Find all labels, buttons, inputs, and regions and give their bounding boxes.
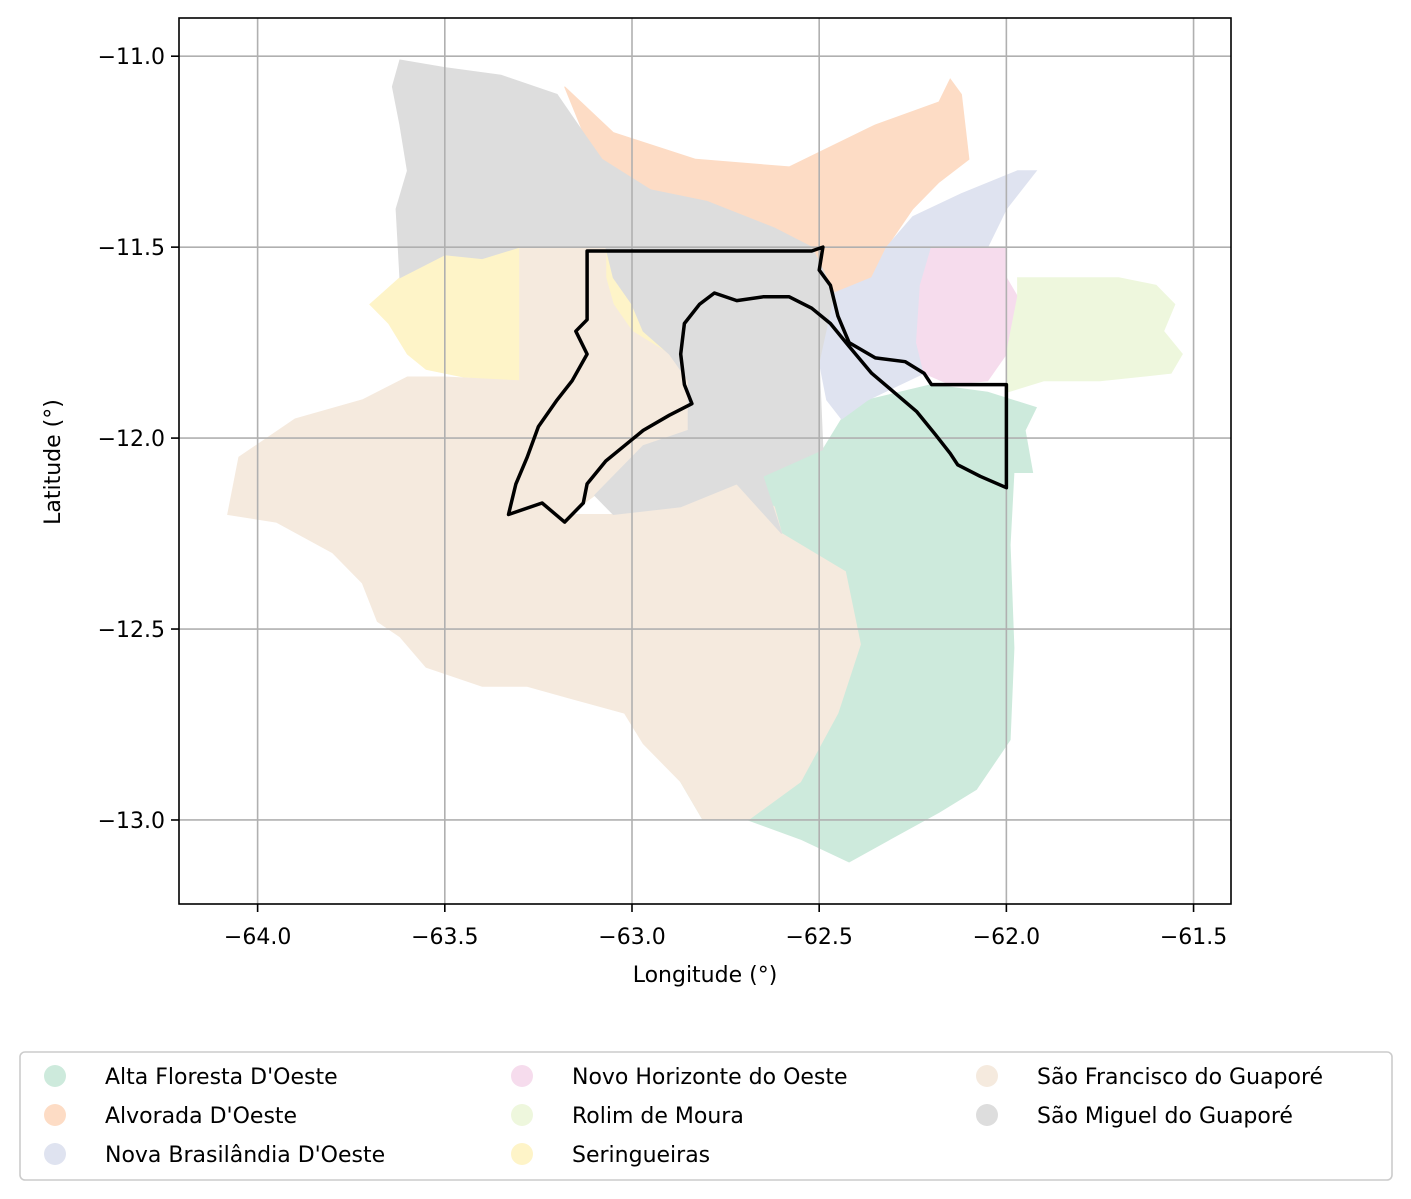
region-4 (1005, 277, 1183, 393)
legend-marker-icon (511, 1065, 533, 1087)
legend-item: Rolim de Moura (511, 1104, 744, 1129)
highlight-outline-layer (506, 245, 1009, 524)
x-tick-label: −62.0 (973, 925, 1040, 950)
legend-label: Alta Floresta D'Oeste (105, 1065, 338, 1090)
legend-frame (19, 1051, 1393, 1181)
legend-item: Seringueiras (511, 1143, 710, 1168)
legend-marker-icon (44, 1065, 66, 1087)
y-axis-ticks: −11.0 −11.5 −12.0 −12.5 −13.0 (98, 45, 179, 834)
legend: Alta Floresta D'Oeste Alvorada D'Oeste Nov… (19, 1051, 1393, 1181)
plot-frame (178, 17, 1232, 905)
x-tick-label: −61.5 (1160, 925, 1227, 950)
x-tick-label: −63.0 (598, 925, 665, 950)
y-axis-title: Latitude (°) (41, 399, 66, 525)
legend-label: Alvorada D'Oeste (105, 1104, 297, 1129)
x-tick-label: −64.0 (224, 925, 291, 950)
x-tick-label: −62.5 (785, 925, 852, 950)
legend-item: Nova Brasilândia D'Oeste (44, 1143, 385, 1168)
legend-marker-icon (511, 1143, 533, 1165)
legend-item: Novo Horizonte do Oeste (511, 1065, 848, 1090)
legend-marker-icon (44, 1104, 66, 1126)
regions-layer (227, 59, 1183, 863)
x-tick-label: −63.5 (411, 925, 478, 950)
y-tick-label: −12.5 (98, 618, 165, 643)
legend-label: São Francisco do Guaporé (1037, 1065, 1323, 1090)
legend-item: São Francisco do Guaporé (976, 1065, 1323, 1090)
x-axis-ticks: −64.0 −63.5 −63.0 −62.5 −62.0 −61.5 (224, 904, 1227, 950)
legend-marker-icon (511, 1104, 533, 1126)
legend-items: Alta Floresta D'Oeste Alvorada D'Oeste Nov… (44, 1065, 1323, 1168)
legend-item: Alta Floresta D'Oeste (44, 1065, 338, 1090)
y-tick-label: −11.5 (98, 236, 165, 261)
highlight-outline (506, 245, 1009, 524)
y-tick-label: −12.0 (98, 427, 165, 452)
legend-label: Seringueiras (572, 1143, 710, 1168)
legend-label: Nova Brasilândia D'Oeste (105, 1143, 385, 1168)
grid-layer (179, 18, 1231, 904)
legend-label: Novo Horizonte do Oeste (572, 1065, 848, 1090)
y-tick-label: −11.0 (98, 45, 165, 70)
legend-item: São Miguel do Guaporé (976, 1104, 1293, 1129)
legend-item: Alvorada D'Oeste (44, 1104, 297, 1129)
legend-label: São Miguel do Guaporé (1037, 1104, 1293, 1129)
legend-marker-icon (976, 1065, 998, 1087)
legend-marker-icon (976, 1104, 998, 1126)
legend-marker-icon (44, 1143, 66, 1165)
legend-label: Rolim de Moura (572, 1104, 744, 1129)
x-axis-title: Longitude (°) (633, 963, 778, 988)
y-tick-label: −13.0 (98, 809, 165, 834)
